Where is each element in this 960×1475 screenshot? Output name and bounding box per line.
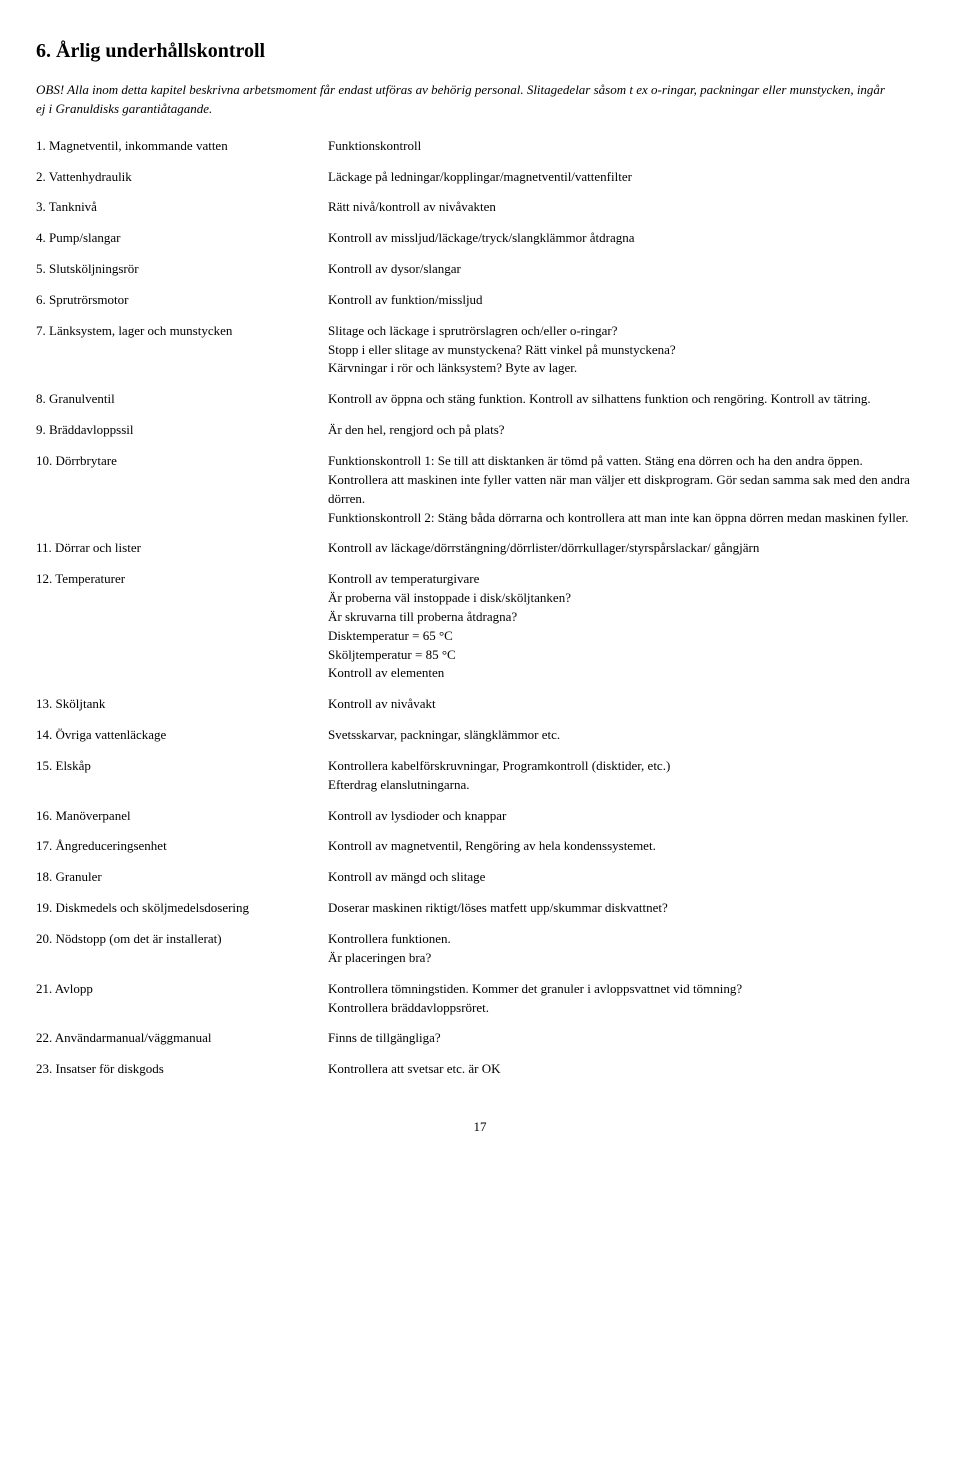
item-description: Doserar maskinen riktigt/löses matfett u…: [328, 899, 924, 918]
item-label: 23. Insatser för diskgods: [36, 1060, 328, 1079]
item-label: 21. Avlopp: [36, 980, 328, 999]
list-item: 2. VattenhydraulikLäckage på ledningar/k…: [36, 168, 924, 187]
list-item: 16. ManöverpanelKontroll av lysdioder oc…: [36, 807, 924, 826]
list-item: 6. SprutrörsmotorKontroll av funktion/mi…: [36, 291, 924, 310]
item-description: Kontrollera funktionen. Är placeringen b…: [328, 930, 924, 968]
item-label: 8. Granulventil: [36, 390, 328, 409]
item-label: 12. Temperaturer: [36, 570, 328, 589]
item-label: 1. Magnetventil, inkommande vatten: [36, 137, 328, 156]
intro-paragraph: OBS! Alla inom detta kapitel beskrivna a…: [36, 81, 896, 119]
list-item: 11. Dörrar och listerKontroll av läckage…: [36, 539, 924, 558]
item-label: 10. Dörrbrytare: [36, 452, 328, 471]
item-description: Är den hel, rengjord och på plats?: [328, 421, 924, 440]
list-item: 22. Användarmanual/väggmanualFinns de ti…: [36, 1029, 924, 1048]
list-item: 9. BräddavloppssilÄr den hel, rengjord o…: [36, 421, 924, 440]
list-item: 10. DörrbrytareFunktionskontroll 1: Se t…: [36, 452, 924, 527]
item-description: Kontrollera tömningstiden. Kommer det gr…: [328, 980, 924, 1018]
item-label: 2. Vattenhydraulik: [36, 168, 328, 187]
item-label: 15. Elskåp: [36, 757, 328, 776]
list-item: 5. SlutsköljningsrörKontroll av dysor/sl…: [36, 260, 924, 279]
item-description: Kontroll av magnetventil, Rengöring av h…: [328, 837, 924, 856]
list-item: 12. TemperaturerKontroll av temperaturgi…: [36, 570, 924, 683]
list-item: 14. Övriga vattenläckageSvetsskarvar, pa…: [36, 726, 924, 745]
item-label: 4. Pump/slangar: [36, 229, 328, 248]
list-item: 18. GranulerKontroll av mängd och slitag…: [36, 868, 924, 887]
item-label: 22. Användarmanual/väggmanual: [36, 1029, 328, 1048]
item-description: Kontroll av mängd och slitage: [328, 868, 924, 887]
item-description: Kontroll av lysdioder och knappar: [328, 807, 924, 826]
list-item: 19. Diskmedels och sköljmedelsdoseringDo…: [36, 899, 924, 918]
item-description: Kontroll av temperaturgivare Är proberna…: [328, 570, 924, 683]
item-label: 19. Diskmedels och sköljmedelsdosering: [36, 899, 328, 918]
item-description: Kontroll av läckage/dörrstängning/dörrli…: [328, 539, 924, 558]
list-item: 20. Nödstopp (om det är installerat)Kont…: [36, 930, 924, 968]
item-description: Kontroll av missljud/läckage/tryck/slang…: [328, 229, 924, 248]
item-description: Kontroll av dysor/slangar: [328, 260, 924, 279]
page-number: 17: [36, 1119, 924, 1135]
list-item: 23. Insatser för diskgodsKontrollera att…: [36, 1060, 924, 1079]
item-label: 18. Granuler: [36, 868, 328, 887]
item-description: Läckage på ledningar/kopplingar/magnetve…: [328, 168, 924, 187]
item-description: Kontroll av funktion/missljud: [328, 291, 924, 310]
item-description: Funktionskontroll: [328, 137, 924, 156]
item-label: 7. Länksystem, lager och munstycken: [36, 322, 328, 341]
list-item: 1. Magnetventil, inkommande vattenFunkti…: [36, 137, 924, 156]
item-description: Kontroll av öppna och stäng funktion. Ko…: [328, 390, 924, 409]
list-item: 21. AvloppKontrollera tömningstiden. Kom…: [36, 980, 924, 1018]
item-label: 11. Dörrar och lister: [36, 539, 328, 558]
item-description: Kontrollera kabelförskruvningar, Program…: [328, 757, 924, 795]
list-item: 4. Pump/slangarKontroll av missljud/läck…: [36, 229, 924, 248]
list-item: 7. Länksystem, lager och munstyckenSlita…: [36, 322, 924, 379]
item-description: Funktionskontroll 1: Se till att disktan…: [328, 452, 924, 527]
item-label: 9. Bräddavloppssil: [36, 421, 328, 440]
section-title: 6. Årlig underhållskontroll: [36, 40, 924, 63]
item-description: Kontroll av nivåvakt: [328, 695, 924, 714]
item-description: Kontrollera att svetsar etc. är OK: [328, 1060, 924, 1079]
item-description: Finns de tillgängliga?: [328, 1029, 924, 1048]
item-label: 14. Övriga vattenläckage: [36, 726, 328, 745]
list-item: 15. ElskåpKontrollera kabelförskruvninga…: [36, 757, 924, 795]
list-item: 17. ÅngreduceringsenhetKontroll av magne…: [36, 837, 924, 856]
item-description: Svetsskarvar, packningar, slängklämmor e…: [328, 726, 924, 745]
list-item: 3. TanknivåRätt nivå/kontroll av nivåvak…: [36, 198, 924, 217]
item-label: 3. Tanknivå: [36, 198, 328, 217]
list-item: 13. SköljtankKontroll av nivåvakt: [36, 695, 924, 714]
item-label: 16. Manöverpanel: [36, 807, 328, 826]
maintenance-list: 1. Magnetventil, inkommande vattenFunkti…: [36, 137, 924, 1079]
list-item: 8. GranulventilKontroll av öppna och stä…: [36, 390, 924, 409]
item-label: 20. Nödstopp (om det är installerat): [36, 930, 328, 949]
item-label: 17. Ångreduceringsenhet: [36, 837, 328, 856]
item-label: 5. Slutsköljningsrör: [36, 260, 328, 279]
item-label: 13. Sköljtank: [36, 695, 328, 714]
item-label: 6. Sprutrörsmotor: [36, 291, 328, 310]
item-description: Slitage och läckage i sprutrörslagren oc…: [328, 322, 924, 379]
item-description: Rätt nivå/kontroll av nivåvakten: [328, 198, 924, 217]
